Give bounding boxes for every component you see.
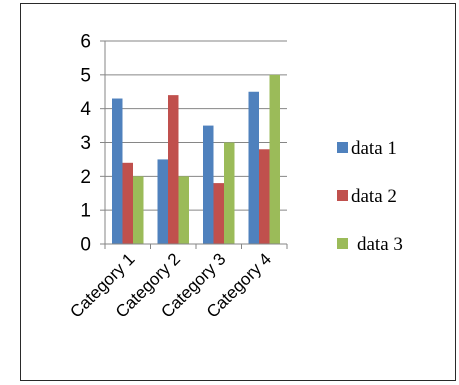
y-tick-label: 0 bbox=[80, 235, 91, 256]
legend-swatch-data-2 bbox=[337, 190, 348, 201]
bar-data-3-category-3 bbox=[224, 142, 235, 244]
bar-data-1-category-1 bbox=[112, 98, 123, 245]
legend-swatch-data-1 bbox=[337, 142, 348, 153]
chart-frame bbox=[20, 3, 456, 381]
y-tick-label: 2 bbox=[80, 167, 91, 188]
y-tick-label: 5 bbox=[80, 65, 91, 86]
legend-label-data-1: data 1 bbox=[351, 138, 397, 159]
legend-label-data-3: data 3 bbox=[357, 234, 403, 255]
y-tick-labels: 0 1 2 3 4 5 6 bbox=[80, 32, 91, 256]
legend-swatch-data-3 bbox=[337, 238, 348, 249]
bar-data-2-category-3 bbox=[213, 183, 224, 244]
y-tick-label: 6 bbox=[80, 32, 91, 53]
bar-data-2-category-4 bbox=[259, 149, 270, 244]
bar-data-3-category-4 bbox=[269, 74, 280, 244]
bar-data-1-category-3 bbox=[203, 125, 214, 244]
legend-label-data-2: data 2 bbox=[351, 186, 397, 207]
bar-data-3-category-2 bbox=[178, 176, 189, 244]
bars bbox=[112, 74, 280, 245]
y-tick-label: 1 bbox=[80, 201, 91, 222]
bar-data-1-category-2 bbox=[157, 159, 168, 244]
bar-data-1-category-4 bbox=[248, 91, 259, 244]
legend: data 1 data 2 data 3 bbox=[337, 138, 403, 255]
y-tick-label: 3 bbox=[80, 133, 91, 154]
axes bbox=[100, 40, 288, 249]
y-tick-label: 4 bbox=[80, 99, 91, 120]
bar-data-3-category-1 bbox=[133, 176, 144, 244]
bar-data-2-category-1 bbox=[122, 162, 133, 244]
bar-data-2-category-2 bbox=[168, 95, 179, 244]
